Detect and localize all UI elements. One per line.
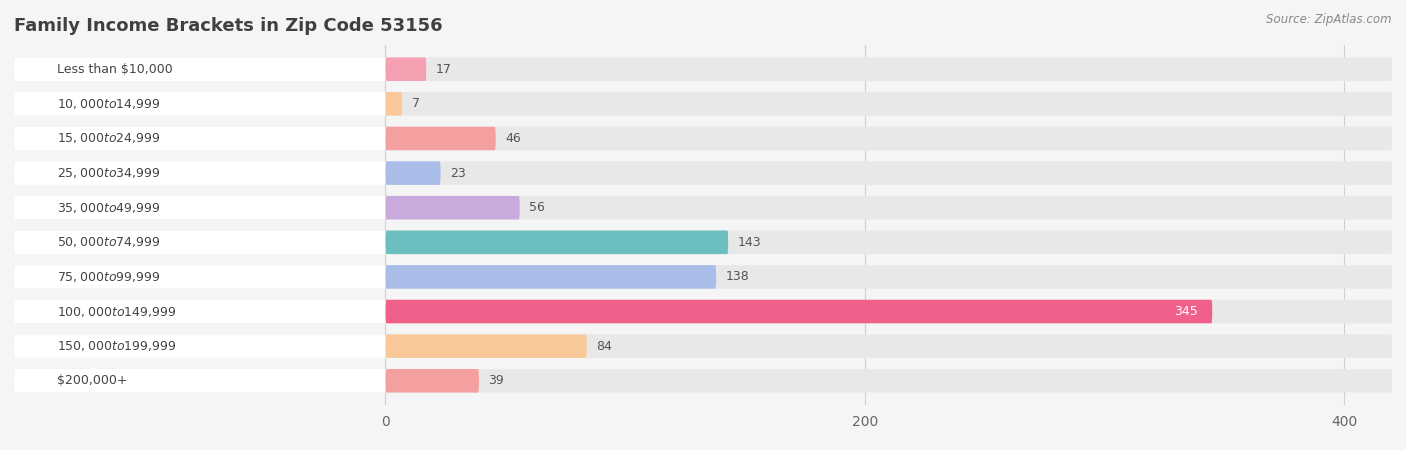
- FancyBboxPatch shape: [14, 300, 385, 323]
- Text: 39: 39: [488, 374, 505, 387]
- FancyBboxPatch shape: [14, 334, 1392, 358]
- FancyBboxPatch shape: [14, 300, 1392, 323]
- FancyBboxPatch shape: [385, 230, 728, 254]
- Text: 23: 23: [450, 166, 465, 180]
- FancyBboxPatch shape: [385, 369, 479, 392]
- Text: 46: 46: [505, 132, 522, 145]
- FancyBboxPatch shape: [385, 300, 1212, 323]
- Text: 17: 17: [436, 63, 451, 76]
- Text: 143: 143: [738, 236, 762, 249]
- Text: Less than $10,000: Less than $10,000: [58, 63, 173, 76]
- Text: 56: 56: [529, 201, 546, 214]
- Text: Source: ZipAtlas.com: Source: ZipAtlas.com: [1267, 14, 1392, 27]
- Text: 138: 138: [725, 270, 749, 284]
- Text: Family Income Brackets in Zip Code 53156: Family Income Brackets in Zip Code 53156: [14, 17, 443, 35]
- FancyBboxPatch shape: [14, 369, 1392, 392]
- FancyBboxPatch shape: [385, 196, 520, 220]
- Text: 84: 84: [596, 340, 612, 353]
- Text: $200,000+: $200,000+: [58, 374, 128, 387]
- FancyBboxPatch shape: [385, 127, 496, 150]
- FancyBboxPatch shape: [14, 230, 385, 254]
- Text: $75,000 to $99,999: $75,000 to $99,999: [58, 270, 160, 284]
- Text: 7: 7: [412, 97, 420, 110]
- FancyBboxPatch shape: [14, 334, 385, 358]
- FancyBboxPatch shape: [14, 127, 385, 150]
- FancyBboxPatch shape: [14, 265, 385, 289]
- FancyBboxPatch shape: [14, 161, 1392, 185]
- FancyBboxPatch shape: [385, 334, 586, 358]
- Text: $100,000 to $149,999: $100,000 to $149,999: [58, 305, 177, 319]
- FancyBboxPatch shape: [14, 127, 1392, 150]
- FancyBboxPatch shape: [14, 196, 1392, 220]
- FancyBboxPatch shape: [385, 265, 716, 289]
- Text: $15,000 to $24,999: $15,000 to $24,999: [58, 131, 160, 145]
- FancyBboxPatch shape: [14, 196, 385, 220]
- Text: $50,000 to $74,999: $50,000 to $74,999: [58, 235, 160, 249]
- Text: $35,000 to $49,999: $35,000 to $49,999: [58, 201, 160, 215]
- FancyBboxPatch shape: [385, 161, 440, 185]
- FancyBboxPatch shape: [14, 92, 385, 116]
- Text: $150,000 to $199,999: $150,000 to $199,999: [58, 339, 177, 353]
- FancyBboxPatch shape: [385, 58, 426, 81]
- FancyBboxPatch shape: [14, 161, 385, 185]
- FancyBboxPatch shape: [14, 265, 1392, 289]
- FancyBboxPatch shape: [14, 58, 1392, 81]
- FancyBboxPatch shape: [14, 369, 385, 392]
- FancyBboxPatch shape: [385, 92, 402, 116]
- Text: $25,000 to $34,999: $25,000 to $34,999: [58, 166, 160, 180]
- FancyBboxPatch shape: [14, 58, 385, 81]
- FancyBboxPatch shape: [14, 230, 1392, 254]
- Text: $10,000 to $14,999: $10,000 to $14,999: [58, 97, 160, 111]
- FancyBboxPatch shape: [14, 92, 1392, 116]
- Text: 345: 345: [1174, 305, 1198, 318]
